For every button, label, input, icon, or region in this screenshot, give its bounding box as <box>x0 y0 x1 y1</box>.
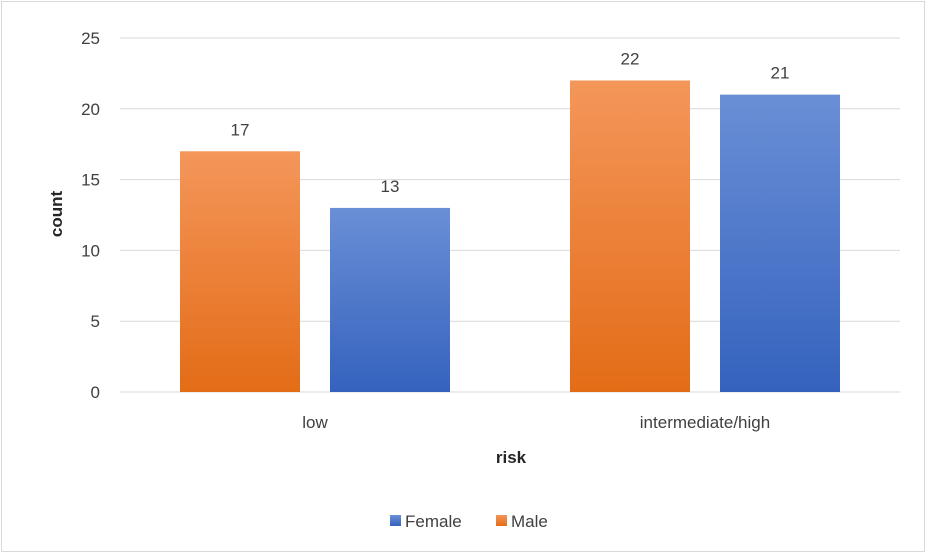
bar-male-low <box>180 151 300 392</box>
data-label-female-intermediate-high: 21 <box>771 64 790 83</box>
y-tick-labels: 0 5 10 15 20 25 <box>81 29 100 402</box>
data-label-male-low: 17 <box>231 120 250 139</box>
y-axis-title: count <box>47 191 66 238</box>
legend-swatch-female <box>390 515 401 526</box>
x-tick-labels: low intermediate/high <box>302 413 770 432</box>
legend: Female Male <box>390 512 548 531</box>
legend-label-male: Male <box>511 512 548 531</box>
x-axis-title: risk <box>496 448 527 467</box>
y-tick-label-10: 10 <box>81 241 100 260</box>
bar-female-intermediate-high <box>720 94 840 392</box>
data-label-female-low: 13 <box>381 177 400 196</box>
y-tick-label-0: 0 <box>91 383 100 402</box>
bar-female-low <box>330 207 450 392</box>
y-tick-label-15: 15 <box>81 171 100 190</box>
x-tick-label-intermediate-high: intermediate/high <box>640 413 770 432</box>
x-tick-label-low: low <box>302 413 328 432</box>
legend-label-female: Female <box>405 512 462 531</box>
data-labels: 17 13 22 21 <box>231 49 790 195</box>
bars <box>180 80 840 392</box>
y-tick-label-20: 20 <box>81 100 100 119</box>
legend-swatch-male <box>496 515 507 526</box>
y-tick-label-25: 25 <box>81 29 100 48</box>
y-tick-label-5: 5 <box>91 312 100 331</box>
data-label-male-intermediate-high: 22 <box>621 49 640 68</box>
bar-male-intermediate-high <box>570 80 690 392</box>
